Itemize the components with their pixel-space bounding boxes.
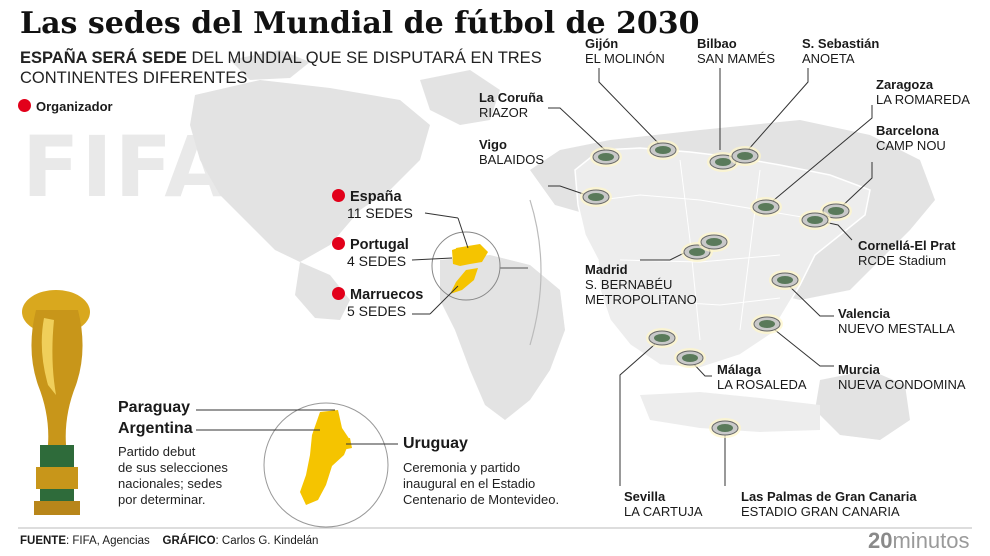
venue-gijon: Gijón EL MOLINÓN — [585, 36, 665, 66]
legend-label: Organizador — [36, 99, 113, 114]
venue-valencia: Valencia NUEVO MESTALLA — [838, 306, 955, 336]
venue-city: Valencia — [838, 306, 891, 321]
host-spain: España 11 SEDES — [332, 189, 413, 221]
spain-map — [574, 147, 871, 432]
note-line: por determinar. — [118, 492, 206, 507]
red-dot-icon — [332, 287, 345, 300]
logo-word: minutos — [892, 528, 970, 553]
venue-stadium: RCDE Stadium — [858, 253, 947, 268]
venue-san-sebastian: S. Sebastián ANOETA — [802, 36, 879, 66]
venue-stadium: LA ROSALEDA — [717, 377, 807, 392]
venue-la-coruna: La Coruña RIAZOR — [479, 90, 543, 120]
world-cup-trophy — [22, 290, 90, 515]
host-sedes: 4 SEDES — [347, 253, 407, 269]
footer-credits: FUENTE: FIFA, Agencias GRÁFICO: Carlos G… — [20, 535, 318, 547]
red-dot-icon — [332, 237, 345, 250]
venue-city: Las Palmas de Gran Canaria — [741, 489, 917, 504]
venue-stadium: LA CARTUJA — [624, 504, 703, 519]
host-name: Marruecos — [350, 287, 424, 303]
source-text: : FIFA, Agencias — [66, 535, 150, 547]
venue-stadium: CAMP NOU — [876, 138, 946, 153]
page-title: Las sedes del Mundial de fútbol de 2030 — [20, 6, 700, 41]
red-dot-icon — [18, 99, 31, 112]
host-portugal: Portugal 4 SEDES — [332, 237, 409, 269]
venue-las-palmas: Las Palmas de Gran Canaria ESTADIO GRAN … — [741, 489, 917, 519]
venue-stadium: RIAZOR — [479, 105, 529, 120]
subtitle: ESPAÑA SERÁ SEDE DEL MUNDIAL QUE SE DISP… — [20, 48, 560, 88]
venue-city: Gijón — [585, 36, 619, 51]
venue-city: Cornellá-El Prat — [858, 238, 956, 253]
note-line: Centenario de Montevideo. — [403, 492, 560, 507]
host-sedes: 11 SEDES — [347, 205, 413, 221]
venue-stadium: BALAIDOS — [479, 152, 545, 167]
venue-stadium: EL MOLINÓN — [585, 51, 665, 66]
venue-leader-lines — [548, 68, 873, 486]
venue-stadium: ESTADIO GRAN CANARIA — [741, 504, 900, 519]
label-argentina: Argentina — [118, 420, 193, 437]
host-name: Portugal — [350, 237, 409, 253]
venue-city: Zaragoza — [876, 77, 934, 92]
venue-city: Málaga — [717, 362, 762, 377]
note-line: de sus selecciones — [118, 460, 228, 475]
venue-city: Vigo — [479, 137, 507, 152]
subtitle-bold: ESPAÑA SERÁ SEDE — [20, 49, 187, 67]
red-dot-icon — [332, 189, 345, 202]
venue-stadium: NUEVA CONDOMINA — [838, 377, 966, 392]
note-line: inaugural en el Estadio — [403, 476, 536, 491]
host-name: España — [350, 189, 402, 205]
venue-stadium: SAN MAMÉS — [697, 51, 776, 66]
venue-sevilla: Sevilla LA CARTUJA — [624, 489, 703, 519]
venue-vigo: Vigo BALAIDOS — [479, 137, 544, 167]
note-line: nacionales; sedes — [118, 476, 223, 491]
venue-city: S. Sebastián — [802, 36, 880, 51]
venue-stadium: ANOETA — [802, 51, 855, 66]
venue-stadium-2: METROPOLITANO — [585, 292, 697, 307]
label-paraguay: Paraguay — [118, 399, 191, 416]
venue-city: Bilbao — [697, 36, 737, 51]
venue-madrid: Madrid S. BERNABÉU METROPOLITANO — [585, 262, 697, 307]
venue-stadium: S. BERNABÉU — [585, 277, 673, 292]
venue-zaragoza: Zaragoza LA ROMAREDA — [876, 77, 970, 107]
legend: Organizador — [18, 99, 113, 114]
host-morocco: Marruecos 5 SEDES — [332, 287, 423, 319]
venue-stadium: NUEVO MESTALLA — [838, 321, 955, 336]
note-line: Ceremonia y partido — [403, 460, 521, 475]
venue-city: Barcelona — [876, 123, 939, 138]
20minutos-logo: 20minutos — [868, 528, 970, 554]
argentina-note: Partido debut de sus selecciones naciona… — [118, 444, 228, 508]
logo-number: 20 — [868, 528, 893, 553]
venue-barcelona: Barcelona CAMP NOU — [876, 123, 946, 153]
venue-cornella: Cornellá-El Prat RCDE Stadium — [858, 238, 956, 268]
subtitle-rest: DEL MUNDIAL QUE SE DISPUTARÁ EN TRES CON… — [20, 49, 542, 87]
venue-city: Madrid — [585, 262, 628, 277]
venue-stadium: LA ROMAREDA — [876, 92, 970, 107]
venue-murcia: Murcia NUEVA CONDOMINA — [838, 362, 966, 392]
host-sedes: 5 SEDES — [347, 303, 407, 319]
venue-city: Murcia — [838, 362, 880, 377]
label-uruguay: Uruguay — [403, 435, 468, 452]
graphic-text: : Carlos G. Kindelán — [215, 535, 319, 547]
note-line: Partido debut — [118, 444, 196, 459]
stadium-icons — [580, 140, 852, 438]
venue-city: La Coruña — [479, 90, 544, 105]
venue-malaga: Málaga LA ROSALEDA — [717, 362, 807, 392]
uruguay-note: Ceremonia y partido inaugural en el Esta… — [403, 460, 559, 508]
source-label: FUENTE — [20, 535, 66, 547]
venue-bilbao: Bilbao SAN MAMÉS — [697, 36, 775, 66]
graphic-label: GRÁFICO — [162, 535, 216, 547]
venue-city: Sevilla — [624, 489, 666, 504]
